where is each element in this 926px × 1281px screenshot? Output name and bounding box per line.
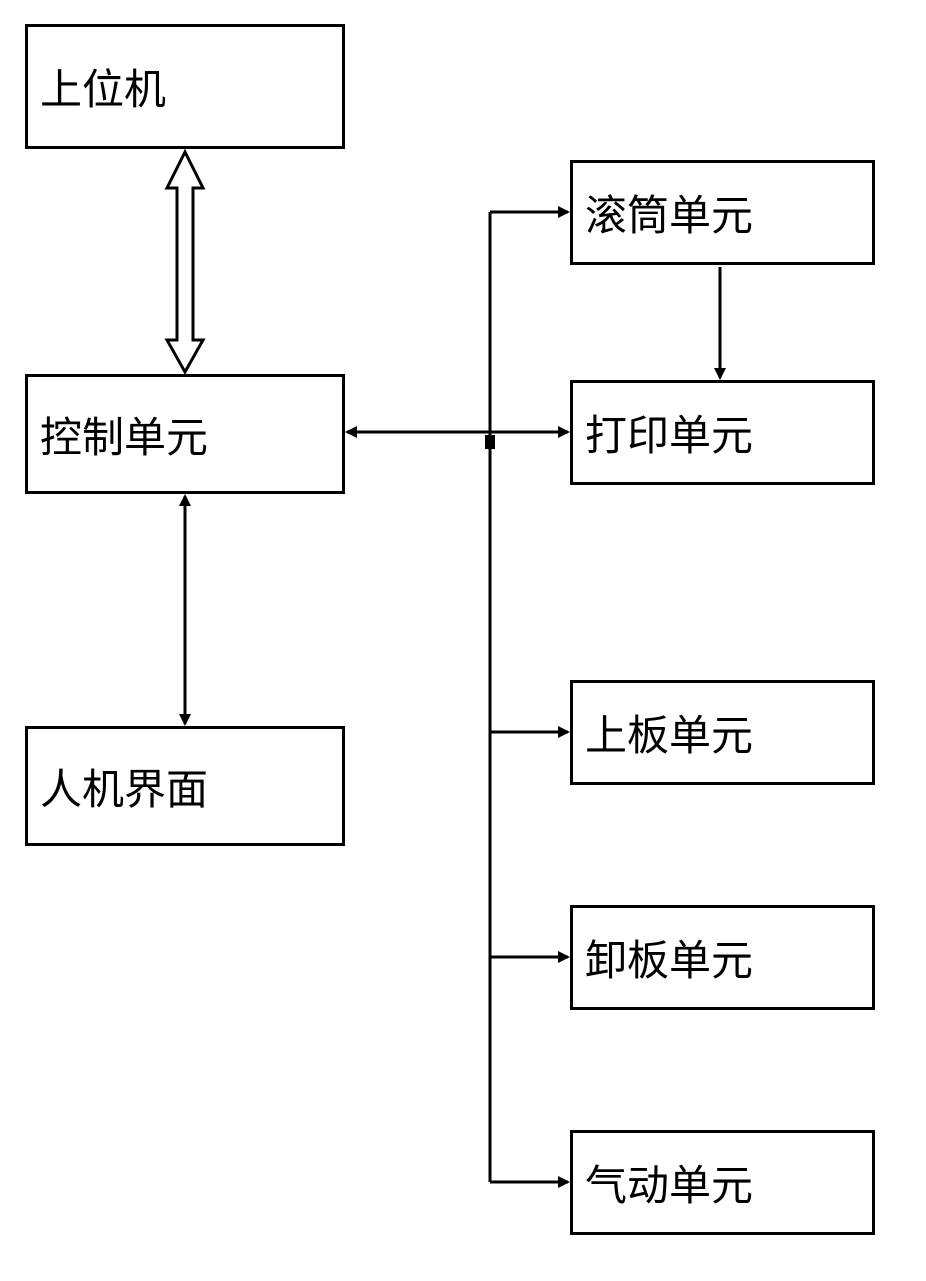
node-roller-label: 滚筒单元 [585,182,753,243]
node-print: 打印单元 [570,380,875,485]
node-control-label: 控制单元 [40,404,208,465]
node-unload-label: 卸板单元 [585,927,753,988]
node-host-label: 上位机 [40,56,166,117]
node-host: 上位机 [25,24,345,149]
node-pneumatic-label: 气动单元 [585,1152,753,1213]
node-pneumatic: 气动单元 [570,1130,875,1235]
node-hmi-label: 人机界面 [40,756,208,817]
node-unload: 卸板单元 [570,905,875,1010]
node-control: 控制单元 [25,374,345,494]
node-loadboard: 上板单元 [570,680,875,785]
node-loadboard-label: 上板单元 [585,702,753,763]
node-roller: 滚筒单元 [570,160,875,265]
edge-host-control [167,152,203,372]
node-hmi: 人机界面 [25,726,345,846]
bus-junction-mark [485,435,495,449]
node-print-label: 打印单元 [585,402,753,463]
